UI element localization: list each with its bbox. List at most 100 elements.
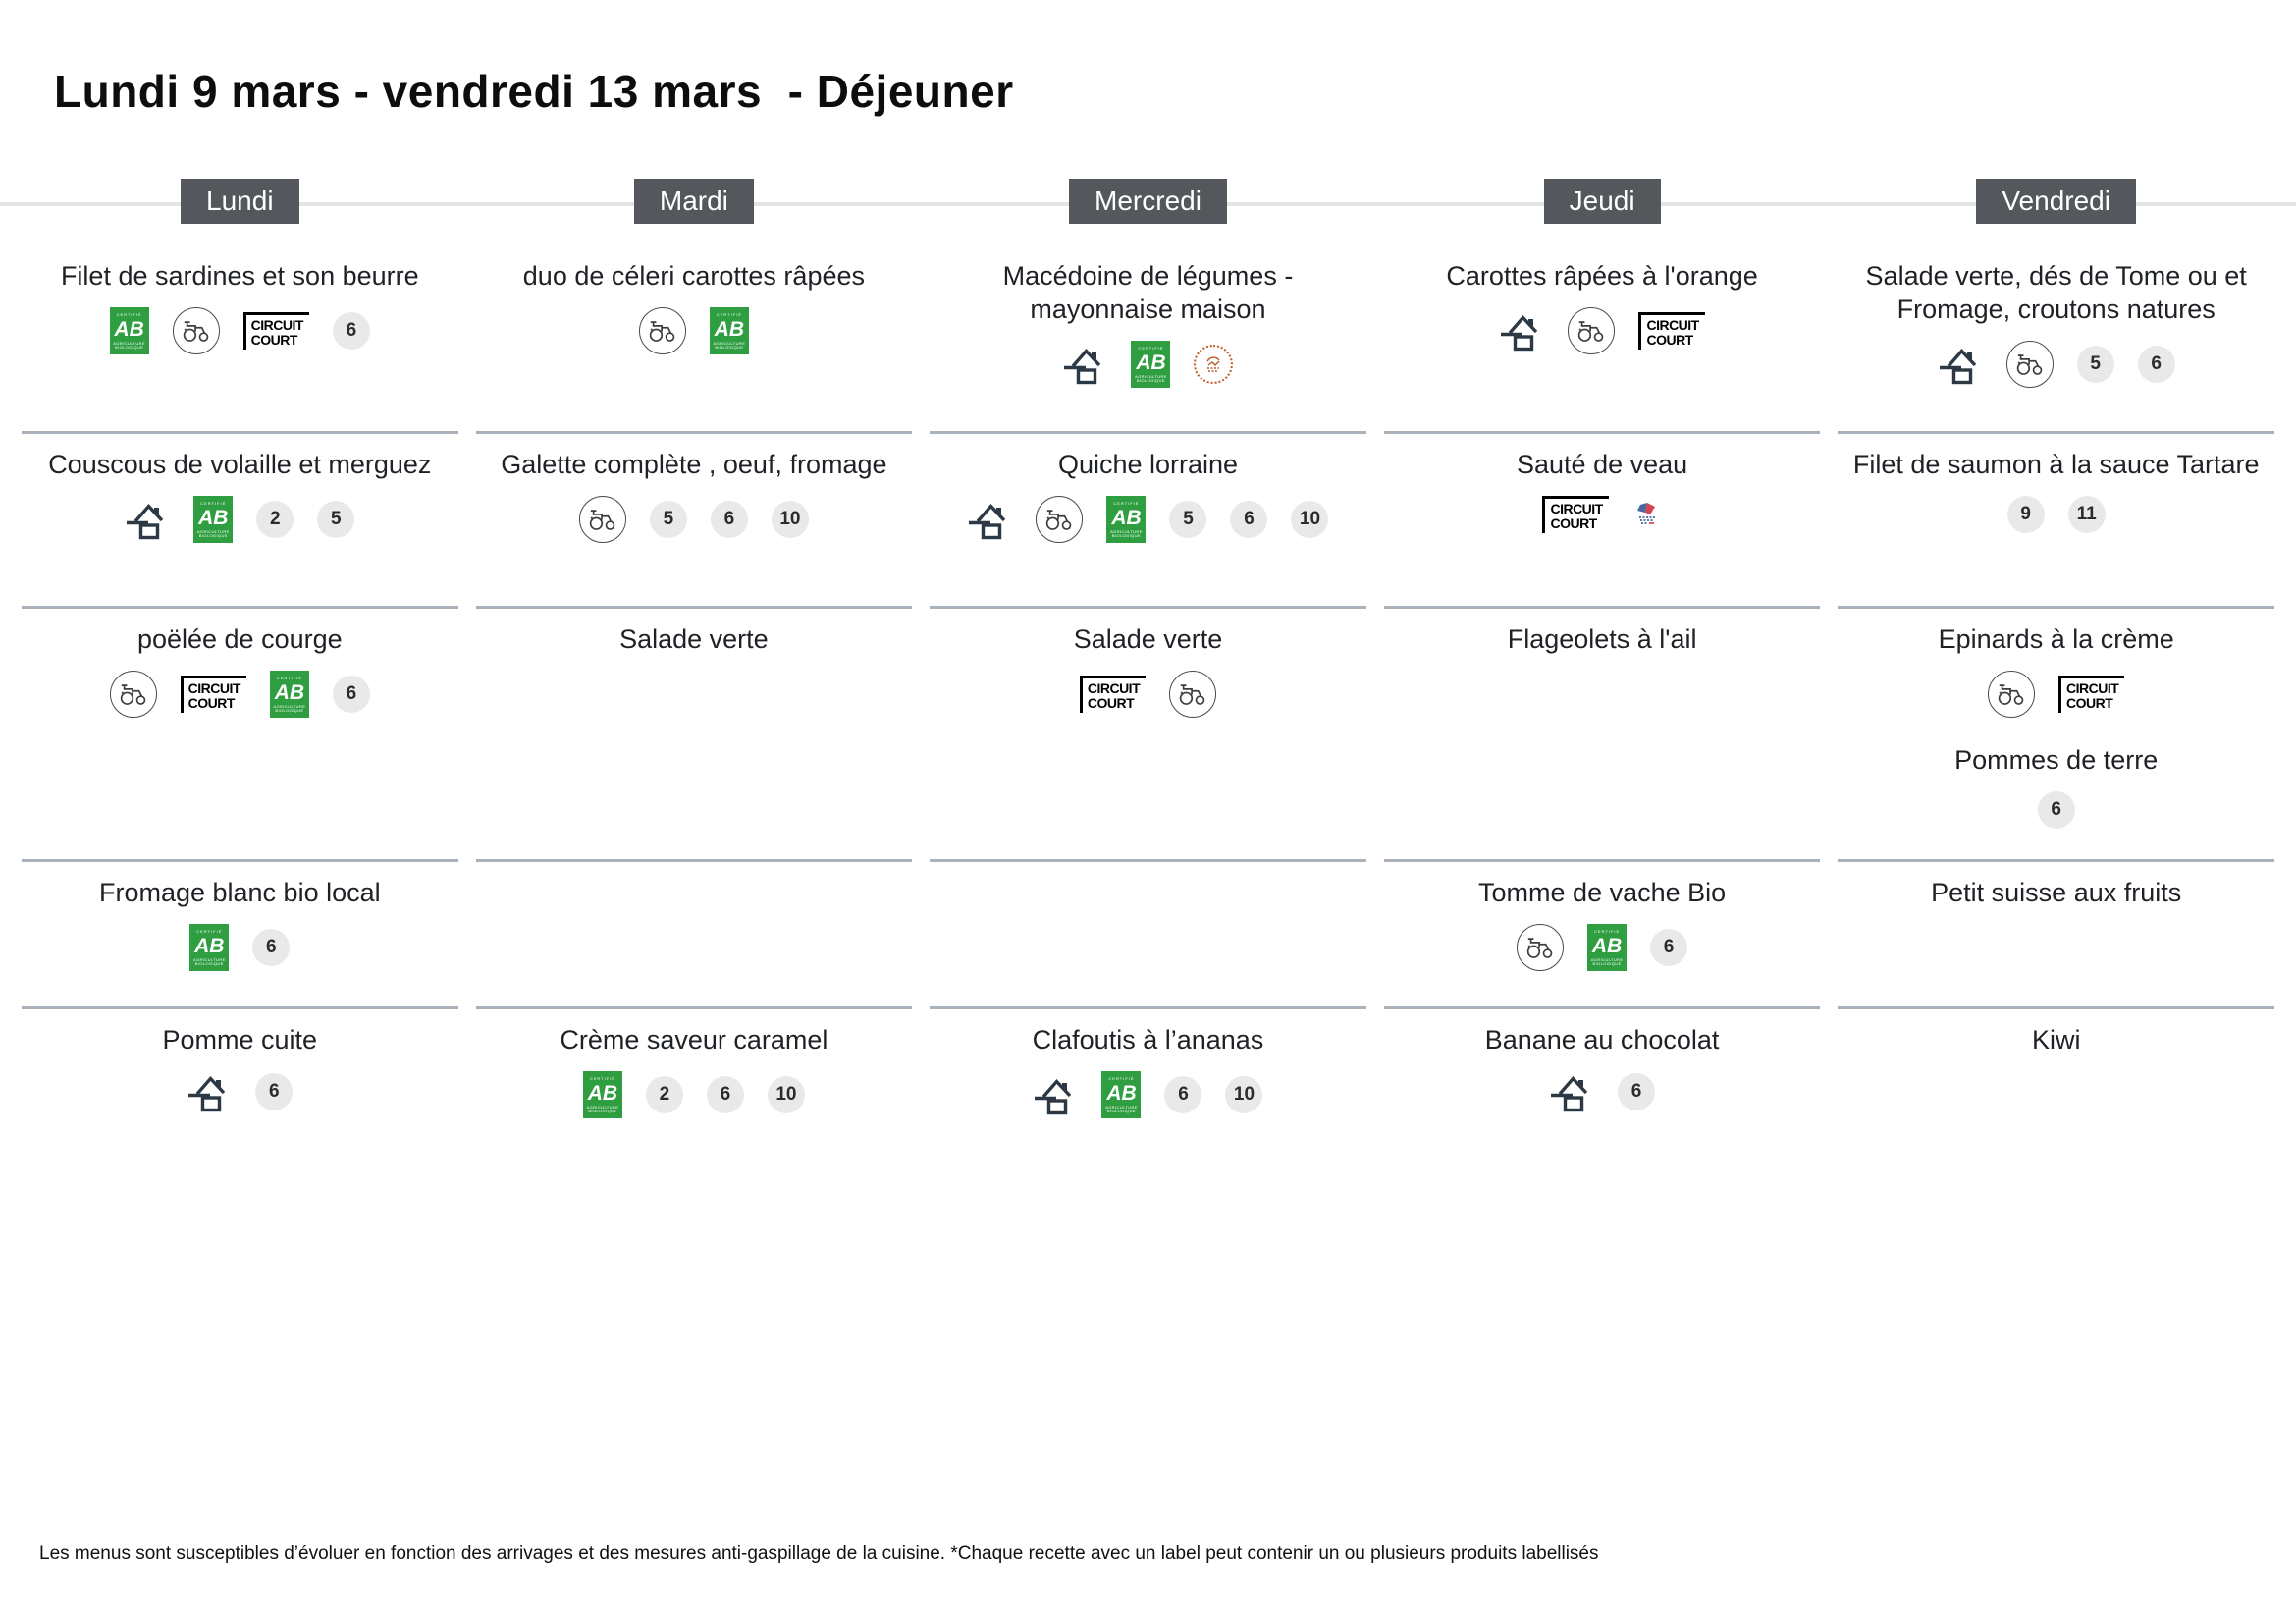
menu-cell-jeudi-row1: Carottes râpées à l'orange CIRCUIT COURT [1383,245,1821,434]
menu-cell-vendredi-row2: Filet de saumon à la sauce Tartare 9 11 [1838,434,2274,609]
ab-bio-label: CERTIFIÉ [1138,345,1164,351]
menu-item-name: Salade verte, dés de Tome ou et Fromage,… [1865,261,2247,324]
menu-item-name: Filet de saumon à la sauce Tartare [1852,450,2260,479]
menu-item: Sauté de veau CIRCUIT COURT [1384,448,1821,533]
menu-item: Clafoutis à l’ananas CERTIFIÉ AB AGRICULTUR… [930,1023,1366,1118]
fait-maison-house-icon [1033,1074,1078,1115]
ab-bio-label: AB [198,506,229,529]
ab-bio-label: AB [114,317,144,341]
fait-maison-house-icon [967,499,1012,540]
allergen-badge: 5 [2076,346,2114,383]
menu-cell-lundi-row3: poëlée de courge CIRCUIT COURT CERTIFIÉ AB AG… [22,609,458,862]
menu-item-icons: CIRCUIT COURT [1542,496,1661,533]
ab-bio-label: AGRICULTURE BIOLOGIQUE [1105,1104,1138,1113]
allergen-badge: 6 [710,501,748,538]
menu-item: Banane au chocolat 6 [1384,1023,1821,1112]
menu-item-icons: CERTIFIÉ AB AGRICULTURE BIOLOGIQUE [638,307,749,354]
circuit-court-label: CIRCUIT [250,317,304,333]
allergen-badge: 6 [1230,501,1268,538]
allergen-badge: 6 [706,1076,744,1113]
ab-bio-label: AB [274,680,305,704]
ab-bio-icon: CERTIFIÉ AB AGRICULTURE BIOLOGIQUE [189,924,230,971]
menu-item-name: Macédoine de légumes - mayonnaise maison [1002,261,1294,324]
menu-item-icons: CIRCUIT COURT [1079,671,1217,718]
day-header-jeudi: Jeudi [1543,179,1661,224]
circuit-court-icon: CIRCUIT COURT [180,676,246,713]
menu-item-icons: CERTIFIÉ AB AGRICULTURE BIOLOGIQUE CIRCUIT CO… [109,307,370,354]
circuit-court-icon: CIRCUIT COURT [1638,312,1705,350]
menu-item-icons: CIRCUIT COURT [1499,307,1705,354]
menu-cell-jeudi-row2: Sauté de veau CIRCUIT COURT [1383,434,1821,609]
menu-item: Tomme de vache Bio CERTIFIÉ AB AGRICULTURE B… [1384,876,1821,971]
fait-maison-house-icon [1062,344,1107,385]
allergen-badge: 10 [771,501,809,538]
circuit-court-icon: CIRCUIT COURT [242,312,309,350]
allergen-badge: 10 [767,1076,805,1113]
menu-cell-vendredi-row5: Kiwi [1838,1009,2274,1147]
allergen-badge: 2 [256,501,294,538]
menu-item-icons: CERTIFIÉ AB AGRICULTURE BIOLOGIQUE 2 6 10 [582,1071,805,1118]
viande-france-icon [1632,501,1662,528]
menu-cell-mercredi-row1: Macédoine de légumes - mayonnaise maison… [930,245,1366,434]
menu-cell-jeudi-row5: Banane au chocolat 6 [1384,1009,1821,1147]
circuit-court-label: COURT [1087,695,1135,711]
ab-bio-label: CERTIFIÉ [1113,500,1140,506]
menu-item-icons: 6 [1549,1071,1656,1112]
menu-item-name: Clafoutis à l’ananas [1032,1025,1264,1055]
circuit-court-label: CIRCUIT [1087,680,1141,696]
menu-cell-vendredi-row3: Epinards à la crème CIRCUIT COURT Pommes de… [1838,609,2274,862]
menu-item: Salade verte, dés de Tome ou et Fromage,… [1838,259,2274,388]
menu-item-name: Carottes râpées à l'orange [1446,261,1758,291]
ab-bio-label: AGRICULTURE BIOLOGIQUE [586,1104,619,1113]
menu-item-icons: CIRCUIT COURT [1988,671,2125,718]
ab-bio-label: CERTIFIÉ [589,1075,615,1081]
menu-item-name: Salade verte [619,624,769,654]
menu-item-name: Salade verte [1073,624,1223,654]
allergen-badge: 6 [255,1073,294,1110]
menu-column-mardi: duo de céleri carottes râpées CERTIFIÉ AB A… [475,245,913,1147]
local-tractor-icon [1988,671,2036,718]
menu-column-mercredi: Macédoine de légumes - mayonnaise maison… [930,245,1366,1147]
allergen-badge: 6 [332,312,370,350]
circuit-court-icon: CIRCUIT COURT [2058,676,2125,713]
local-tractor-icon [1568,307,1616,354]
menu-item: poëlée de courge CIRCUIT COURT CERTIFIÉ AB AG… [22,623,458,718]
menu-item-name: Sauté de veau [1517,450,1688,479]
day-box-wrap-mercredi: Mercredi [930,179,1366,224]
ab-bio-icon: CERTIFIÉ AB AGRICULTURE BIOLOGIQUE [109,307,149,354]
menu-item-icons: CERTIFIÉ AB AGRICULTURE BIOLOGIQUE 2 5 [125,496,355,543]
footer-note: Les menus sont susceptibles d’évoluer en… [39,1543,1599,1564]
menu-item-icons: 5 6 10 [578,496,809,543]
local-tractor-icon [578,496,626,543]
menu-item: Macédoine de légumes - mayonnaise maison… [930,259,1366,388]
ab-bio-label: AB [1106,1081,1137,1105]
day-box-wrap-jeudi: Jeudi [1384,179,1821,224]
allergen-badge: 6 [2037,791,2075,829]
menu-cell-jeudi-row3: Flageolets à l'ail [1383,609,1821,862]
day-header-row: Lundi Mardi Mercredi Jeudi Vendredi [0,179,2296,224]
ab-bio-label: AB [587,1081,618,1105]
ab-bio-label: AB [1591,934,1623,957]
menu-item-name: Filet de sardines et son beurre [60,261,419,291]
menu-item: Salade verte CIRCUIT COURT [930,623,1366,718]
ab-bio-label: AB [194,934,225,957]
menu-item: Kiwi [1838,1023,2274,1056]
day-header-vendredi: Vendredi [1976,179,2136,224]
menu-item: Pommes de terre 6 [1838,743,2274,829]
menu-item: Pomme cuite 6 [22,1023,458,1112]
menu-item: Flageolets à l'ail [1384,623,1821,656]
allergen-badge: 6 [2137,346,2175,383]
fait-maison-house-icon [1499,310,1544,352]
ab-bio-icon: CERTIFIÉ AB AGRICULTURE BIOLOGIQUE [1101,1071,1142,1118]
local-tractor-icon [2005,341,2054,388]
menu-cell-lundi-row5: Pomme cuite 6 [22,1009,458,1147]
local-tractor-icon [1036,496,1084,543]
menu-cell-mardi-row4 [475,862,913,1009]
menu-item-icons: CERTIFIÉ AB AGRICULTURE BIOLOGIQUE 6 [189,924,291,971]
fait-maison-house-icon [125,499,170,540]
day-header-strip: Lundi Mardi Mercredi Jeudi Vendredi [0,179,2296,230]
menu-item-name: Couscous de volaille et merguez [48,450,432,479]
ab-bio-label: AGRICULTURE BIOLOGIQUE [273,703,306,713]
menu-item-icons: 6 [2037,791,2075,829]
